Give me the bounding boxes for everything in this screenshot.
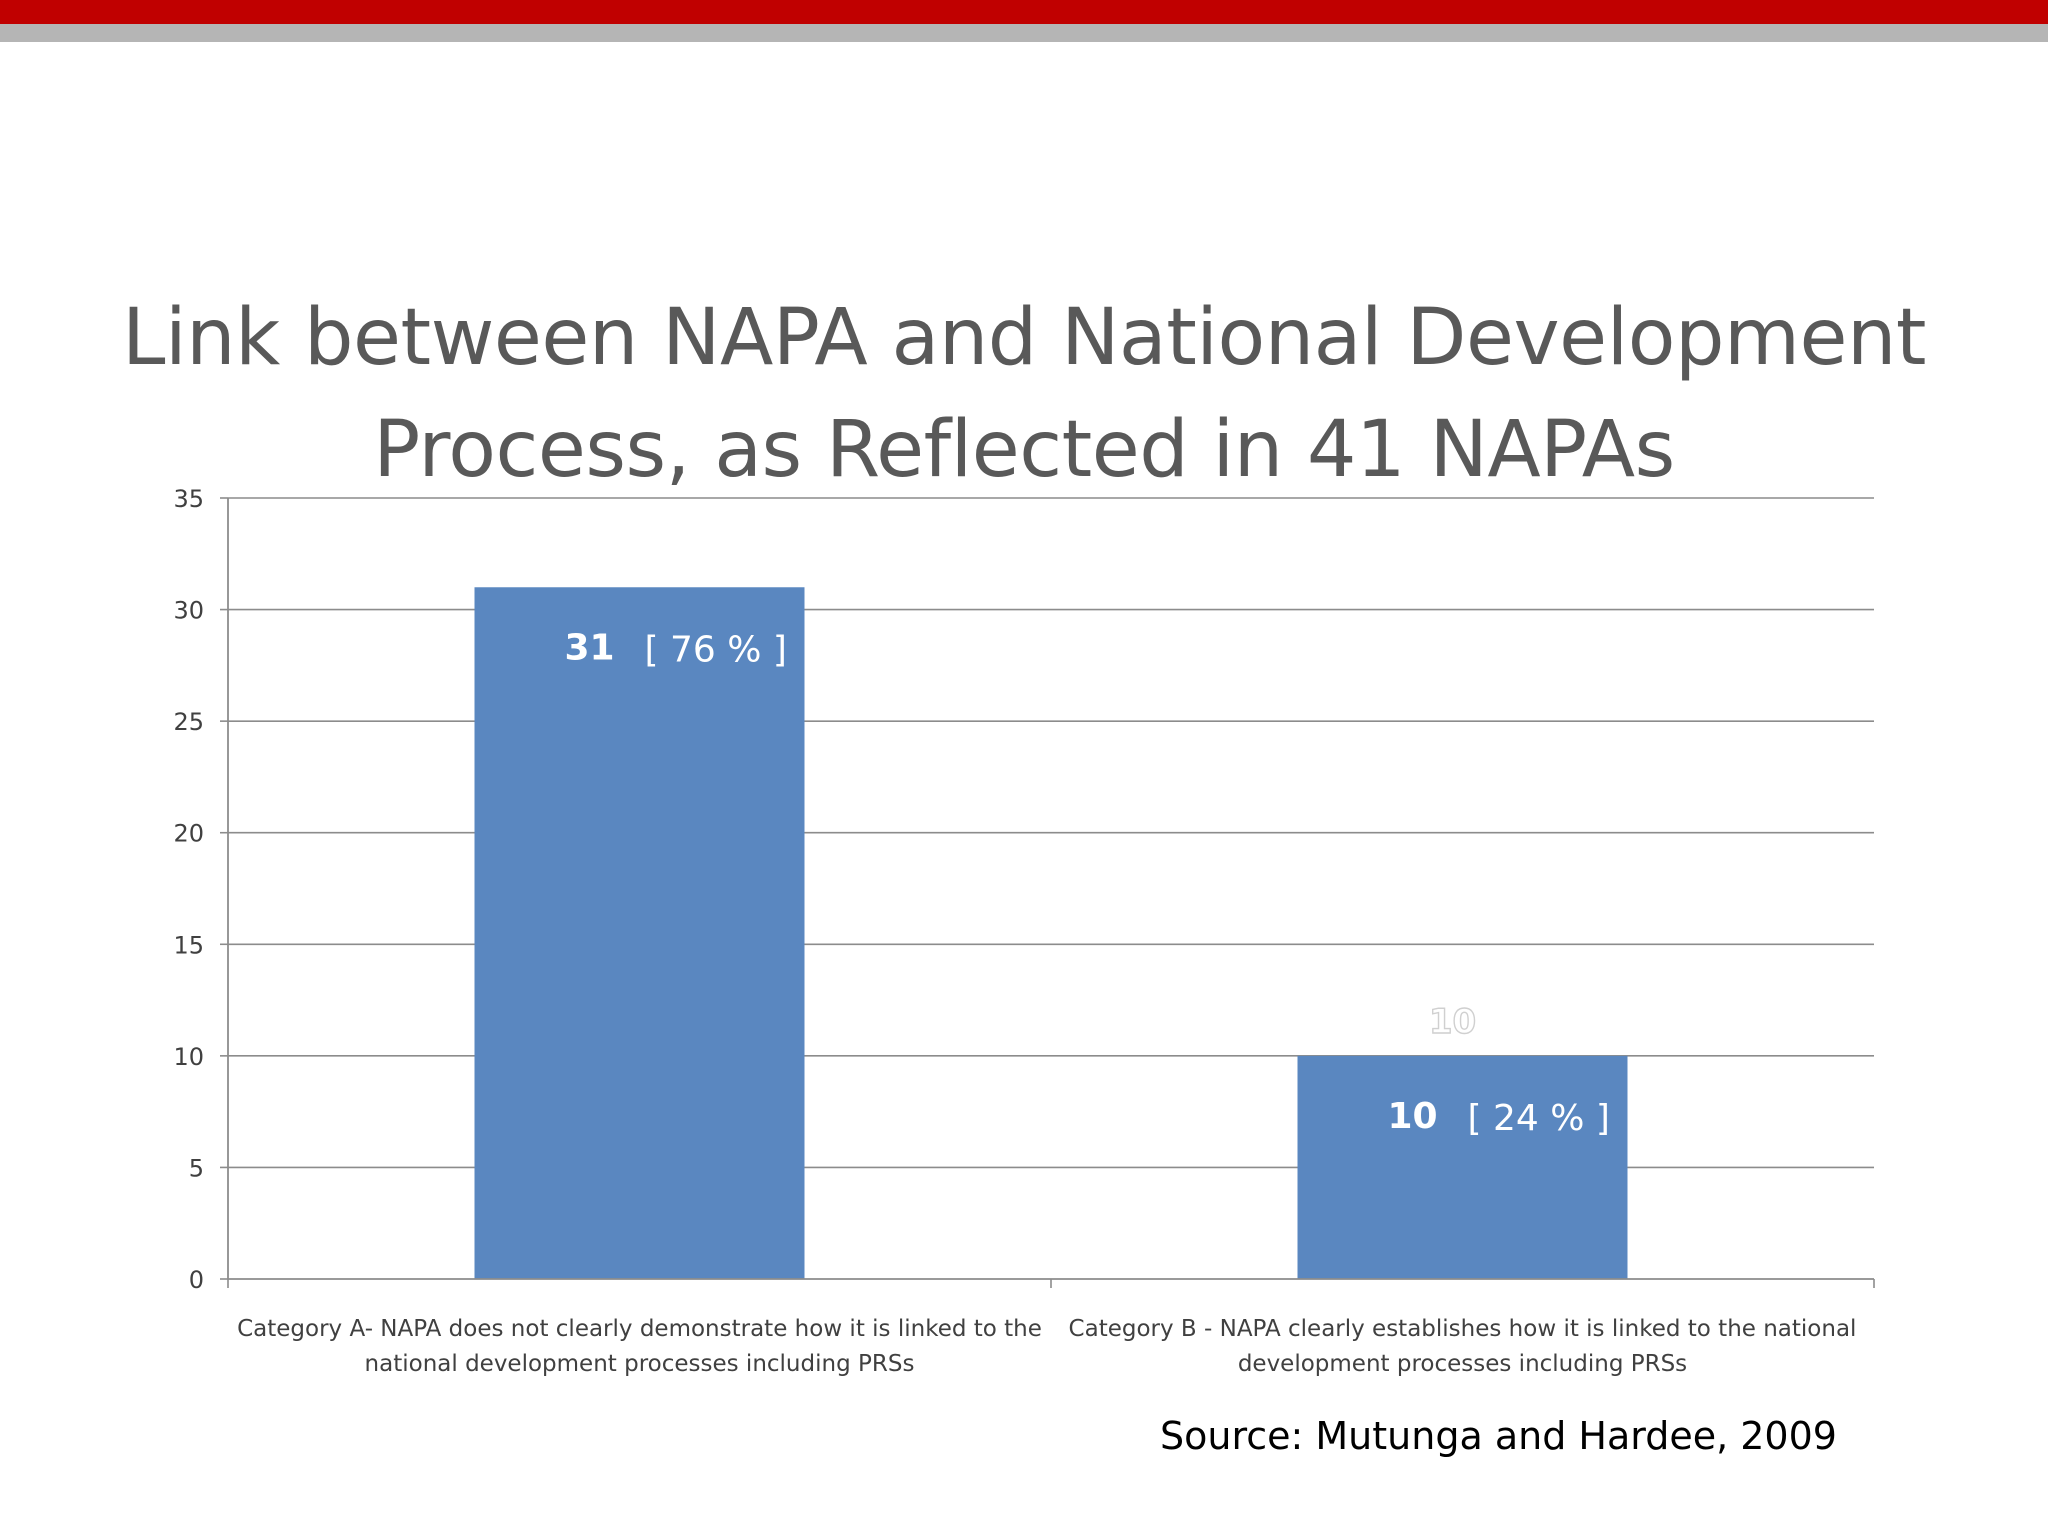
y-tick-label: 15	[173, 931, 204, 959]
x-category-label: Category A- NAPA does not clearly demons…	[237, 1316, 1042, 1342]
chart-bars	[474, 587, 1628, 1279]
y-tick-label: 35	[173, 485, 204, 513]
x-category-label: national development processes including…	[365, 1351, 915, 1377]
y-tick-label: 20	[173, 820, 204, 848]
top-accent-bar-gray	[0, 24, 2048, 42]
slide-title: Link between NAPA and National Developme…	[100, 282, 1948, 506]
bar-outside-value-label: 10	[1429, 1002, 1476, 1042]
chart-axes	[227, 498, 1875, 1288]
y-tick-label: 25	[173, 708, 204, 736]
x-category-label: development processes including PRSs	[1238, 1351, 1687, 1377]
y-tick-label: 30	[173, 597, 204, 625]
source-citation: Source: Mutunga and Hardee, 2009	[1160, 1414, 1837, 1458]
slide-title-line-1: Link between NAPA and National Developme…	[122, 293, 1926, 383]
chart-data-labels: 31 [ 76 % ] 10 [ 24 % ] 10	[564, 627, 1609, 1139]
bar	[474, 587, 805, 1279]
y-tick-label: 0	[189, 1266, 204, 1294]
slide-title-line-2: Process, as Reflected in 41 NAPAs	[373, 405, 1675, 495]
x-axis-category-labels: Category A- NAPA does not clearly demons…	[237, 1316, 1856, 1377]
bar-value-label: 10	[1387, 1096, 1437, 1137]
bar	[1297, 1055, 1628, 1279]
bar-percent-label: [ 24 % ]	[1468, 1098, 1610, 1139]
bar-percent-label: [ 76 % ]	[645, 629, 787, 670]
top-accent-bar-red	[0, 0, 2048, 24]
y-tick-label: 5	[189, 1154, 204, 1182]
y-tick-label: 10	[173, 1043, 204, 1071]
bar-value-label: 31	[564, 627, 614, 668]
y-axis-ticks: 0 5 10 15 20 25 30 35	[173, 485, 228, 1294]
x-category-label: Category B - NAPA clearly establishes ho…	[1069, 1316, 1857, 1342]
